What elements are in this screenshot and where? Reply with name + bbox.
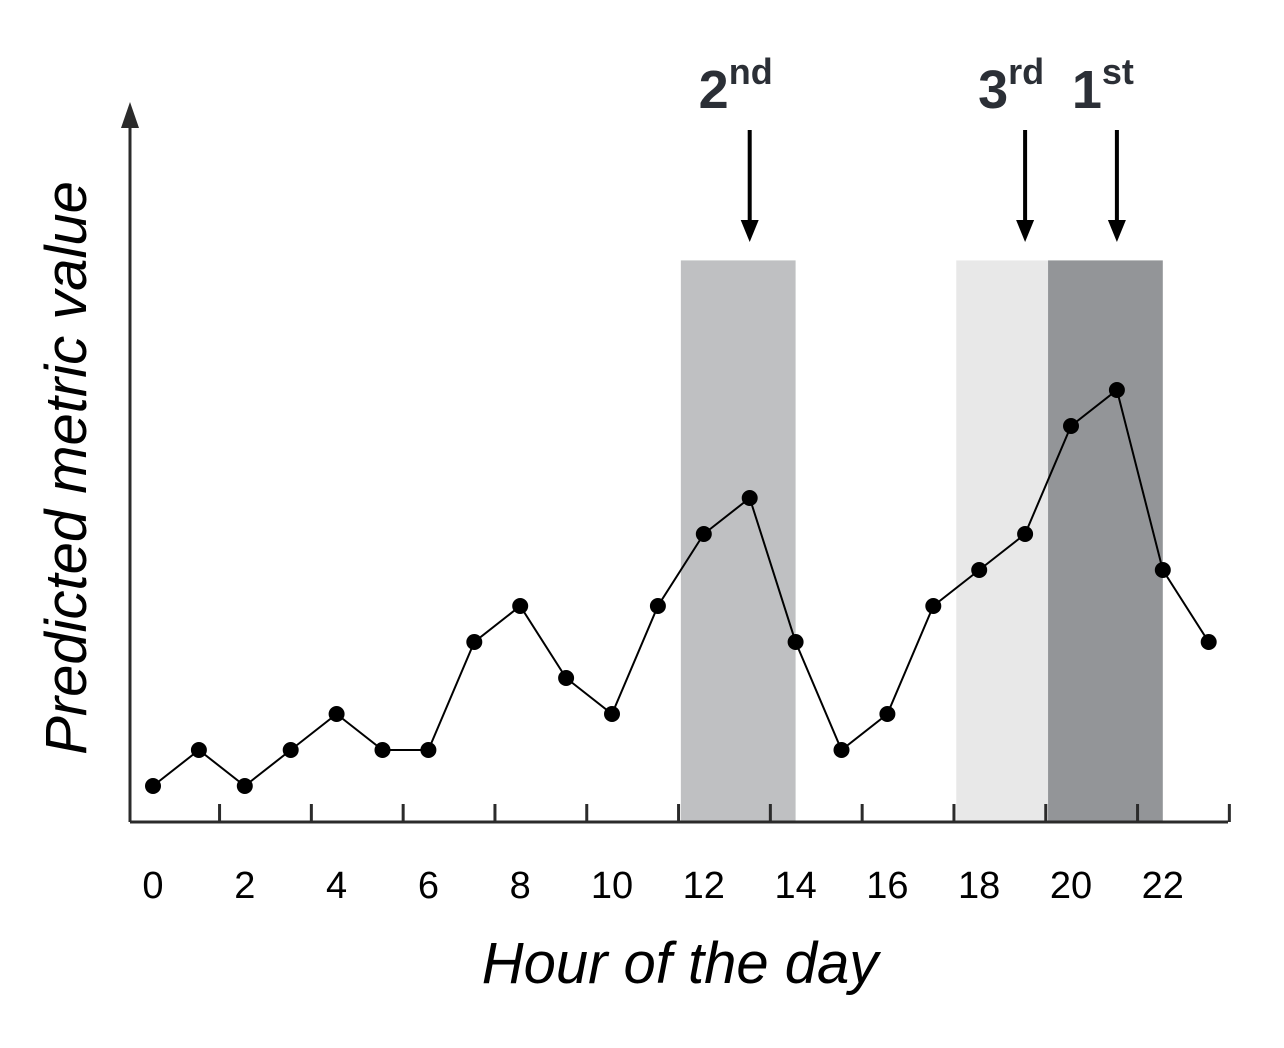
data-point	[420, 742, 437, 758]
x-tick-label: 12	[683, 865, 725, 907]
rank-number: 2	[699, 60, 729, 120]
highlight-band-2	[956, 260, 1049, 822]
data-point	[649, 598, 666, 614]
x-tick-label: 14	[774, 865, 816, 907]
data-point	[145, 778, 161, 794]
x-tick-label: 0	[142, 865, 163, 907]
x-tick-label: 22	[1142, 865, 1184, 907]
rank-arrow-head	[1107, 220, 1126, 242]
y-axis-title: Predicted metric value	[34, 181, 99, 755]
data-point	[1017, 526, 1034, 542]
rank-suffix: nd	[729, 51, 773, 92]
series-line	[152, 388, 1210, 788]
data-point	[787, 634, 804, 650]
rank-suffix: st	[1102, 51, 1134, 92]
y-axis-arrowhead	[121, 102, 139, 128]
highlight-bands	[680, 260, 1163, 822]
rank-number: 1	[1072, 60, 1102, 120]
rank-suffix: rd	[1008, 51, 1044, 92]
data-point	[604, 706, 620, 722]
x-tick-label: 2	[234, 865, 255, 907]
data-point	[466, 634, 483, 650]
rank-arrow-head	[740, 220, 759, 242]
axes	[121, 102, 1231, 824]
data-point	[695, 526, 712, 542]
data-point	[236, 778, 253, 794]
data-point	[374, 742, 391, 758]
rank-annotations: 2nd 3rd 1st	[699, 51, 1134, 242]
data-point	[558, 670, 575, 686]
data-point	[328, 706, 345, 722]
x-tick-label: 4	[326, 865, 347, 907]
x-axis-title: Hour of the day	[482, 931, 882, 996]
data-points	[145, 382, 1217, 794]
data-point	[1108, 382, 1125, 398]
rank-label: 1st	[1072, 51, 1134, 120]
data-line	[152, 388, 1210, 788]
highlight-band-3	[1048, 260, 1163, 822]
data-point	[512, 598, 529, 614]
x-tick-label: 20	[1050, 865, 1092, 907]
rank-number: 3	[978, 60, 1008, 120]
data-point	[1063, 418, 1079, 434]
x-tick-labels: 0 2 4 6 8 10 12 14 16 18 20 22	[142, 865, 1184, 907]
data-point	[190, 742, 207, 758]
x-tick-label: 8	[510, 865, 531, 907]
x-tick-label: 6	[418, 865, 439, 907]
x-tick-label: 16	[866, 865, 908, 907]
x-tick-label: 18	[958, 865, 1000, 907]
rank-arrow-head	[1016, 220, 1035, 242]
data-point	[282, 742, 299, 758]
x-tick-label: 10	[591, 865, 633, 907]
data-point	[879, 706, 896, 722]
data-point	[1200, 634, 1217, 650]
rank-label: 2nd	[699, 51, 773, 120]
data-point	[971, 562, 988, 578]
data-point	[925, 598, 942, 614]
rank-label: 3rd	[978, 51, 1044, 120]
data-point	[741, 490, 758, 506]
data-point	[833, 742, 850, 758]
data-point	[1154, 562, 1171, 578]
